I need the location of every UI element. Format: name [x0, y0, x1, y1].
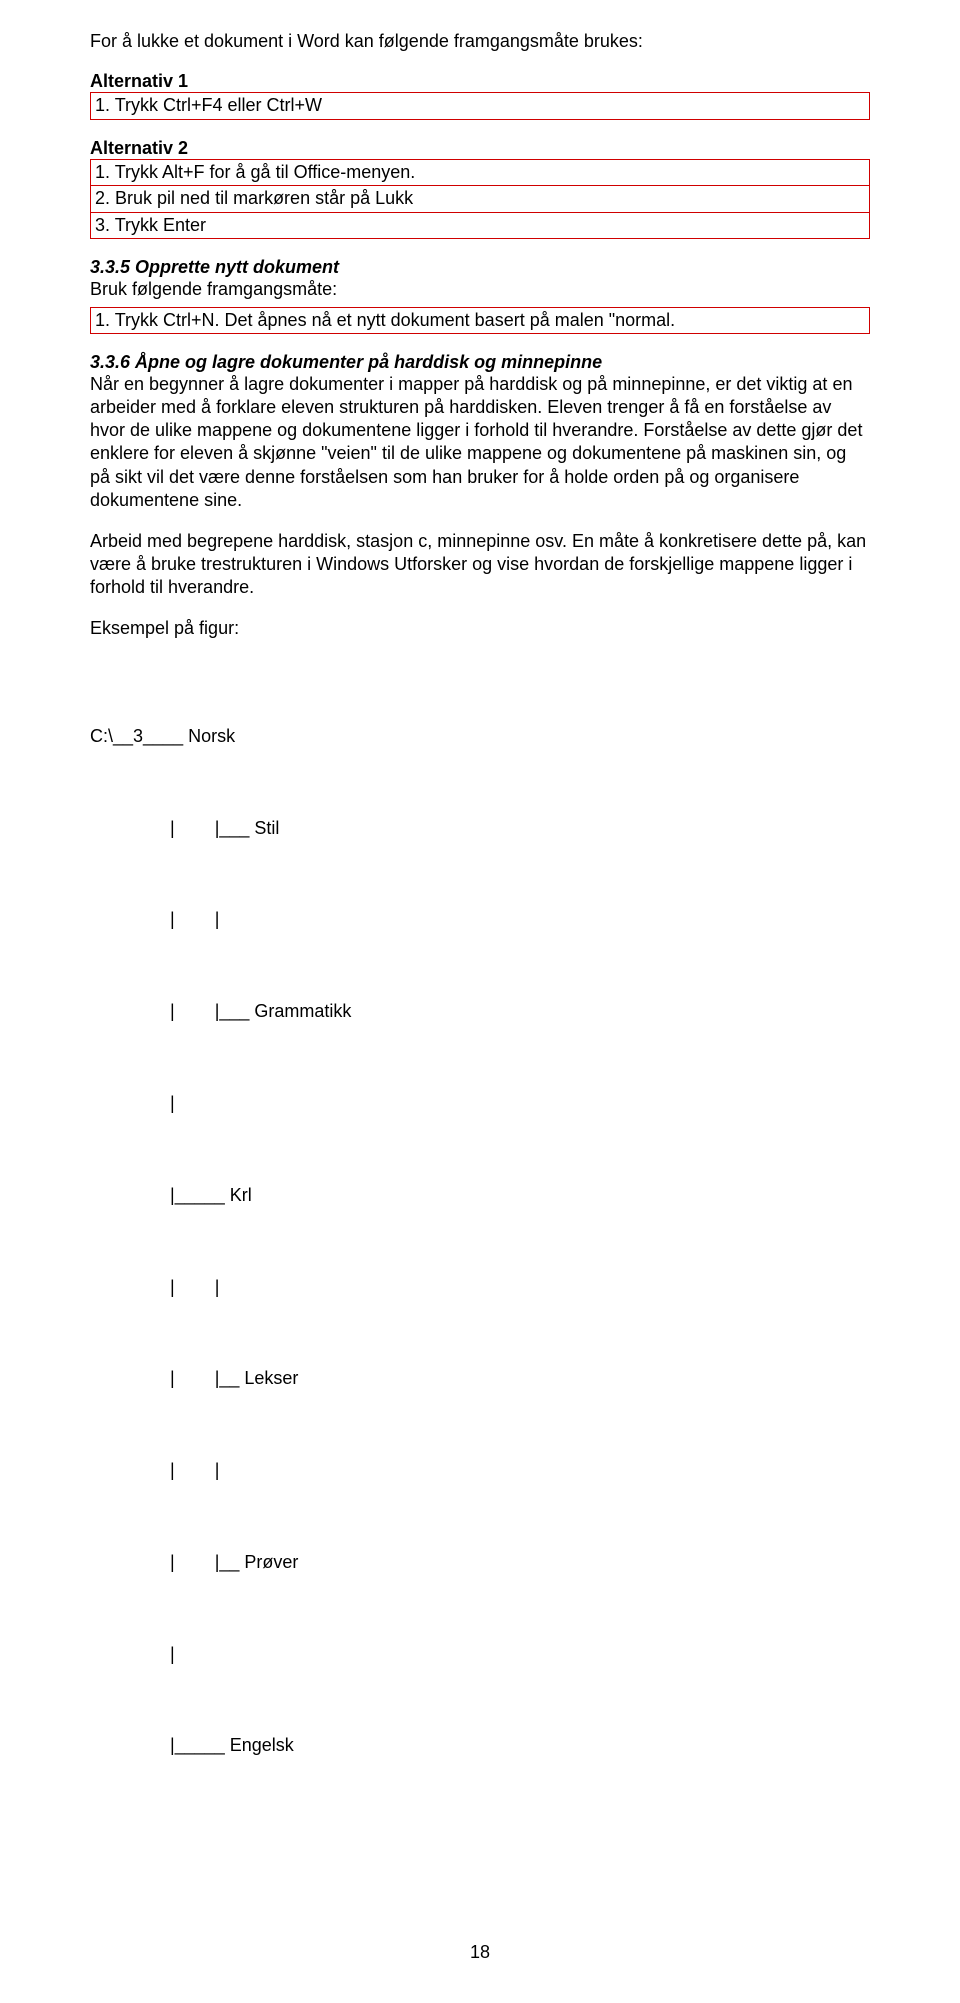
sec336-p1: Når en begynner å lagre dokumenter i map…: [90, 373, 870, 511]
tree-line: | |: [90, 904, 870, 935]
sec336-p3: Eksempel på figur:: [90, 617, 870, 640]
folder-tree: C:\__3____ Norsk | |___ Stil | | | |___ …: [90, 660, 870, 1823]
intro-text: For å lukke et dokument i Word kan følge…: [90, 30, 870, 53]
tree-line: | |__ Prøver: [90, 1547, 870, 1578]
sec335-lead: Bruk følgende framgangsmåte:: [90, 278, 870, 301]
tree-line: | |: [90, 1272, 870, 1303]
sec335-step1: 1. Trykk Ctrl+N. Det åpnes nå et nytt do…: [90, 307, 870, 334]
tree-line: |: [90, 1639, 870, 1670]
tree-line: | |__ Lekser: [90, 1363, 870, 1394]
alt2-step3: 3. Trykk Enter: [90, 212, 870, 239]
sec336-p2: Arbeid med begrepene harddisk, stasjon c…: [90, 530, 870, 599]
tree-line: | |: [90, 1455, 870, 1486]
alt2-title: Alternativ 2: [90, 138, 870, 159]
tree-line: |: [90, 1088, 870, 1119]
page-number: 18: [90, 1942, 870, 1963]
sec336-title: 3.3.6 Åpne og lagre dokumenter på harddi…: [90, 352, 870, 373]
alt2-step1: 1. Trykk Alt+F for å gå til Office-menye…: [90, 159, 870, 186]
tree-line: C:\__3____ Norsk: [90, 721, 870, 752]
tree-line: | |___ Grammatikk: [90, 996, 870, 1027]
alt2-step2: 2. Bruk pil ned til markøren står på Luk…: [90, 185, 870, 212]
tree-line: | |___ Stil: [90, 813, 870, 844]
alt1-step1: 1. Trykk Ctrl+F4 eller Ctrl+W: [90, 92, 870, 119]
tree-line: |_____ Engelsk: [90, 1730, 870, 1761]
sec335-title: 3.3.5 Opprette nytt dokument: [90, 257, 870, 278]
tree-line: |_____ Krl: [90, 1180, 870, 1211]
document-page: For å lukke et dokument i Word kan følge…: [0, 0, 960, 2003]
alt1-title: Alternativ 1: [90, 71, 870, 92]
